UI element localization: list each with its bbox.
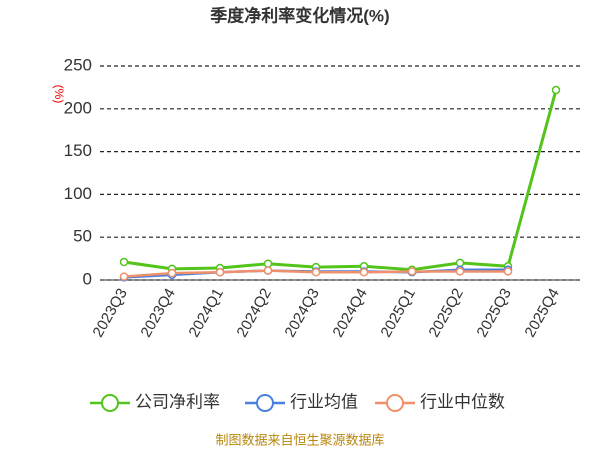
legend-label: 行业中位数 — [420, 392, 505, 411]
y-tick-label: 150 — [64, 141, 92, 160]
data-point — [455, 267, 465, 276]
x-tick-label: 2025Q3 — [473, 285, 514, 340]
data-point — [263, 266, 273, 275]
data-point — [167, 268, 177, 278]
x-tick-label: 2024Q1 — [185, 285, 226, 340]
source-note: 制图数据来自恒生聚源数据库 — [215, 432, 384, 447]
x-tick-label: 2025Q2 — [425, 285, 466, 340]
legend-label: 公司净利率 — [135, 392, 220, 411]
chart-title: 季度净利率变化情况(%) — [210, 5, 389, 25]
legend-label: 行业均值 — [290, 392, 358, 411]
x-tick-label: 2025Q1 — [377, 285, 418, 340]
y-tick-label: 200 — [64, 98, 92, 117]
y-tick-label: 250 — [64, 55, 92, 74]
y-tick-label: 100 — [64, 184, 92, 203]
legend-marker — [101, 394, 119, 412]
legend-marker — [386, 394, 404, 412]
y-tick-label: 0 — [83, 269, 92, 288]
data-point — [407, 267, 417, 276]
y-axis-label: (%) — [52, 85, 66, 104]
data-point — [551, 85, 561, 95]
y-tick-label: 50 — [73, 227, 92, 246]
x-tick-label: 2023Q4 — [137, 285, 178, 340]
data-point — [455, 258, 465, 268]
data-point — [503, 267, 513, 276]
x-tick-label: 2023Q3 — [89, 285, 130, 340]
data-point — [311, 268, 321, 277]
data-point — [119, 257, 129, 267]
data-point — [119, 272, 129, 281]
series-line — [123, 89, 558, 272]
x-tick-label: 2024Q4 — [329, 285, 370, 340]
x-tick-label: 2024Q3 — [281, 285, 322, 340]
legend-marker — [256, 394, 274, 412]
data-point — [215, 268, 225, 277]
data-point — [359, 268, 369, 277]
x-tick-label: 2025Q4 — [521, 285, 562, 340]
data-point — [263, 259, 273, 268]
x-tick-label: 2024Q2 — [233, 285, 274, 340]
